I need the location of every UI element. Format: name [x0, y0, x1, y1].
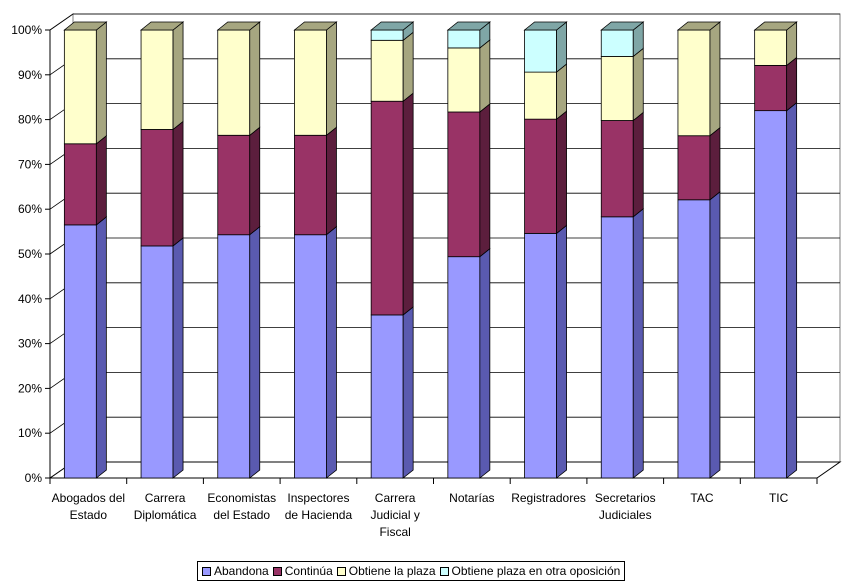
bar-segment-obtiene-la-plaza — [217, 21, 261, 137]
bar-top — [293, 21, 338, 31]
bar-segment-obtiene-la-plaza — [524, 63, 567, 120]
bar-segment-abandona — [370, 306, 414, 479]
bar-top — [753, 21, 798, 31]
x-tick-label: Carrera Judicial y Fiscal — [370, 491, 419, 539]
bar-top — [63, 21, 108, 31]
bar-stack — [293, 21, 338, 479]
bar-segment-abandona — [677, 190, 721, 479]
bar-segment-contin-a — [140, 120, 184, 247]
x-axis: Abogados del Estado Carrera Diplomática Econ… — [49, 477, 818, 539]
bar-segment-obtiene-la-plaza — [370, 31, 414, 103]
bar-stack — [63, 21, 108, 479]
bar-segment-obtiene-la-plaza — [63, 21, 107, 145]
x-tick-label: TIC — [769, 491, 789, 505]
x-tick-label: Abogados del Estado — [52, 491, 125, 522]
bar-stack — [216, 21, 261, 479]
bars — [63, 21, 798, 479]
bar-segment-obtiene-la-plaza — [294, 21, 337, 137]
bar-segment-abandona — [217, 225, 261, 479]
bar-segment-contin-a — [217, 126, 261, 236]
y-tick-label: 60% — [18, 202, 42, 216]
bar-top — [600, 21, 645, 31]
legend-label: Obtiene la plaza — [348, 564, 436, 578]
bar-top — [370, 21, 415, 31]
bar-segment-obtiene-la-plaza — [447, 39, 491, 113]
bar-segment-abandona — [447, 247, 491, 479]
y-tick-label: 10% — [18, 426, 42, 440]
bar-segment-obtiene-la-plaza — [754, 21, 798, 67]
x-tick-label: Notarías — [449, 491, 494, 505]
legend-swatch — [202, 566, 211, 576]
bar-top — [676, 21, 722, 31]
bar-top — [216, 21, 261, 31]
x-tick-label: Inspectores de Hacienda — [285, 491, 353, 522]
bar-stack — [753, 21, 798, 479]
y-tick-label: 80% — [18, 113, 42, 127]
bar-segment-contin-a — [600, 111, 644, 218]
bar-segment-abandona — [754, 101, 798, 479]
y-tick-label: 20% — [18, 381, 42, 395]
legend-item: Obtiene la plaza — [336, 564, 436, 578]
y-tick-label: 50% — [18, 247, 42, 261]
bar-segment-obtiene-plaza-en-otra-oposici-n — [600, 21, 644, 58]
y-tick-label: 30% — [18, 337, 42, 351]
bar-segment-abandona — [140, 237, 184, 479]
x-tick-label: TAC — [690, 491, 713, 505]
bar-stack — [676, 21, 722, 479]
bar-segment-contin-a — [677, 126, 721, 201]
x-tick-label: Registradores — [511, 491, 586, 505]
legend-item: Abandona — [202, 564, 269, 578]
bar-segment-obtiene-la-plaza — [140, 21, 184, 131]
bar-segment-contin-a — [63, 134, 107, 226]
bar-segment-contin-a — [370, 92, 414, 316]
bar-segment-contin-a — [447, 103, 491, 258]
y-tick-label: 70% — [18, 157, 42, 171]
bar-segment-contin-a — [754, 56, 798, 112]
legend-item: Continúa — [272, 564, 333, 578]
bar-segment-abandona — [600, 207, 644, 479]
bar-stack — [600, 21, 645, 479]
bar-segment-abandona — [63, 216, 107, 479]
legend-swatch — [272, 566, 282, 576]
gridline — [49, 13, 840, 31]
y-tick-label: 100% — [11, 23, 42, 37]
bar-stack — [446, 21, 491, 479]
legend-swatch — [336, 566, 346, 576]
legend-swatch — [439, 566, 449, 576]
legend: Abandona Continúa Obtiene la plaza Obtiene … — [197, 561, 626, 581]
bar-top — [446, 21, 491, 31]
bar-stack — [523, 21, 568, 479]
legend-label: Continúa — [284, 564, 333, 578]
bar-top — [139, 21, 185, 31]
bar-segment-obtiene-la-plaza — [677, 21, 721, 137]
bar-top — [523, 21, 568, 31]
bar-segment-abandona — [524, 224, 567, 479]
x-tick-label: Economistas del Estado — [207, 491, 276, 522]
bar-stack — [139, 21, 185, 479]
legend-item: Obtiene plaza en otra oposición — [439, 564, 621, 578]
bar-segment-obtiene-plaza-en-otra-oposici-n — [524, 21, 567, 73]
legend-label: Abandona — [214, 564, 269, 578]
x-tick-label: Carrera Diplomática — [134, 491, 197, 522]
bar-segment-contin-a — [294, 126, 337, 236]
y-axis: 0% 10% 20% 30% 40% 50% 60% 70% 80% 90% 100% — [11, 23, 51, 485]
bar-segment-abandona — [294, 225, 337, 479]
y-tick-label: 0% — [25, 471, 43, 485]
y-tick-label: 40% — [18, 292, 42, 306]
x-tick-label: Secretarios Judiciales — [595, 491, 656, 522]
legend-label: Obtiene plaza en otra oposición — [451, 564, 621, 578]
bar-segment-contin-a — [524, 110, 567, 235]
y-tick-label: 90% — [18, 68, 42, 82]
bar-stack — [370, 21, 415, 479]
bar-segment-obtiene-la-plaza — [600, 47, 644, 122]
